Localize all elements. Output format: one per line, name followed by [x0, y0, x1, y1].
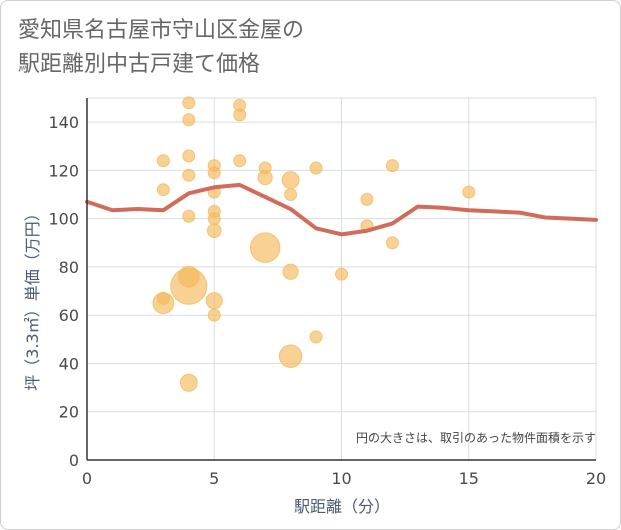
data-point [182, 96, 196, 110]
data-point [156, 154, 170, 168]
data-point [206, 223, 222, 239]
bubble-size-note: 円の大きさは、取引のあった物件面積を示す [356, 430, 596, 445]
data-point [462, 185, 476, 199]
average-price-line [85, 182, 598, 237]
y-tick-label: 40 [59, 354, 79, 373]
y-axis-label: 坪（3.3㎡）単価（万円） [23, 205, 42, 390]
data-point [207, 212, 221, 226]
chart-title-line-2: 駅距離別中古戸建て価格 [18, 52, 261, 77]
data-point [182, 209, 196, 223]
data-point [156, 183, 170, 197]
y-tick-label: 0 [69, 451, 79, 470]
data-point [281, 171, 300, 190]
data-point [205, 292, 223, 310]
data-point [179, 373, 198, 392]
data-point [282, 263, 299, 280]
data-point [335, 267, 348, 281]
average-line-series [85, 182, 598, 237]
x-tick-label: 0 [82, 469, 92, 488]
bubble-series [152, 96, 476, 392]
data-point [309, 330, 323, 344]
data-point [257, 170, 273, 186]
data-point [182, 168, 196, 182]
x-tick-label: 5 [209, 469, 219, 488]
x-tick-label: 10 [331, 469, 351, 488]
data-point [385, 159, 399, 173]
y-tick-label: 140 [48, 113, 79, 132]
data-point [284, 188, 298, 202]
chart-title-line-1: 愛知県名古屋市守山区金屋の [18, 18, 305, 43]
chart-title: 愛知県名古屋市守山区金屋の 駅距離別中古戸建て価格 [18, 14, 304, 82]
y-tick-label: 100 [48, 210, 79, 229]
data-point [233, 108, 247, 122]
data-point [177, 265, 200, 288]
y-tick-label: 60 [59, 306, 79, 325]
data-point [156, 291, 170, 305]
x-axis-label: 駅距離（分） [294, 497, 390, 516]
data-point [385, 236, 399, 250]
x-tick-label: 20 [586, 469, 606, 488]
data-point [360, 192, 374, 206]
data-point [207, 308, 221, 322]
y-tick-label: 80 [59, 258, 79, 277]
data-point [249, 232, 281, 263]
data-point [207, 166, 221, 180]
y-tick-label: 120 [48, 161, 79, 180]
data-point [309, 161, 323, 175]
axes: 0 20 40 60 80 100 120 140 0 5 10 15 20 [48, 98, 606, 488]
y-tick-label: 20 [59, 403, 79, 422]
data-point [182, 149, 196, 163]
data-point [182, 113, 196, 127]
x-tick-label: 15 [459, 469, 479, 488]
data-point [278, 344, 303, 368]
grid-lines [87, 97, 597, 460]
data-point [233, 154, 247, 168]
